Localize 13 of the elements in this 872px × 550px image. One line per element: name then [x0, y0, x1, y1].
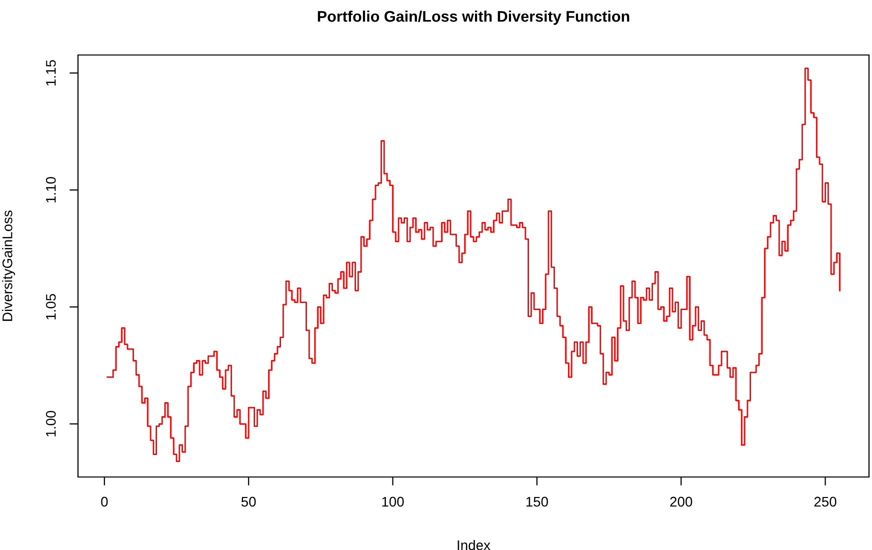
y-tick-label: 1.10	[46, 177, 56, 202]
x-axis-title: Index	[458, 540, 490, 550]
x-tick-label: 0	[101, 496, 108, 507]
x-tick-label: 250	[814, 496, 836, 507]
y-tick-label: 1.00	[46, 410, 56, 436]
y-tick-label: 1.05	[46, 294, 56, 320]
x-tick-label: 200	[670, 496, 692, 507]
chart-title: Portfolio Gain/Loss with Diversity Function	[318, 10, 630, 25]
x-tick-label: 50	[241, 496, 256, 507]
x-tick-label: 150	[526, 496, 548, 507]
y-tick-label: 1.15	[46, 60, 56, 86]
x-tick-label: 100	[382, 496, 404, 507]
y-axis-title: DiversityGainLoss	[2, 210, 16, 321]
